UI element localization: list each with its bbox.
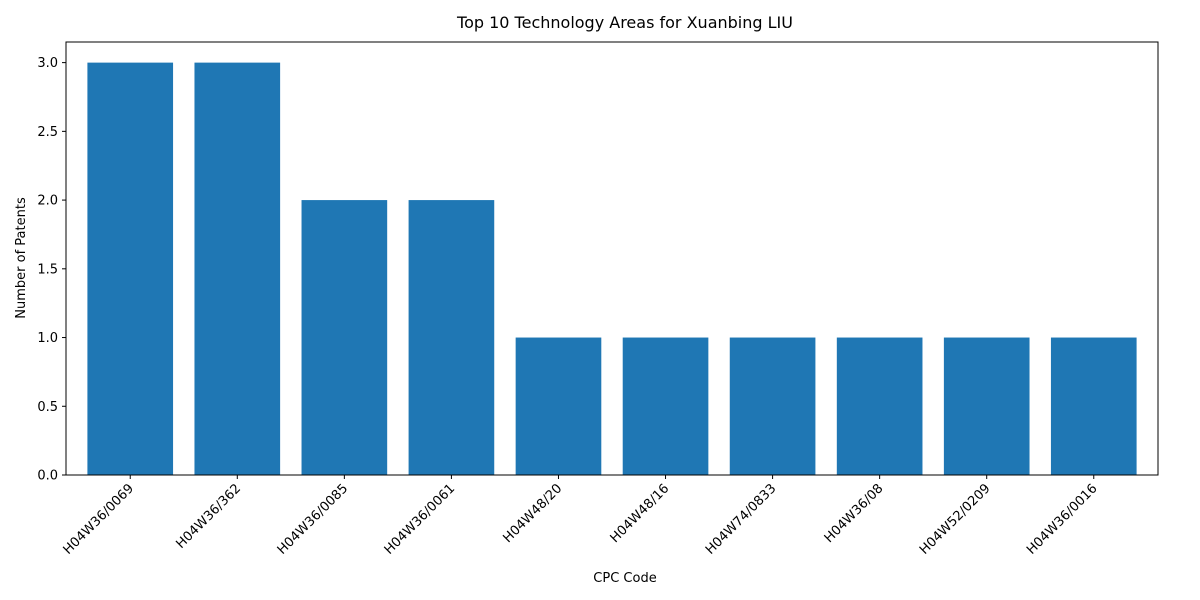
y-tick-label: 1.0: [37, 331, 58, 346]
x-axis-label: CPC Code: [593, 571, 656, 586]
x-tick-label: H04W36/0069: [61, 481, 138, 558]
x-tick-label: H04W74/0833: [703, 481, 780, 558]
y-tick-label: 3.0: [37, 56, 58, 71]
bar-H04W74/0833: [730, 338, 816, 475]
bar-H04W48/20: [516, 338, 602, 475]
x-tick-label: H04W36/0061: [382, 481, 459, 558]
y-axis: 0.0 0.5 1.0 1.5 2.0 2.5 3.0: [37, 56, 66, 483]
x-tick-label: H04W36/0085: [275, 481, 352, 558]
y-tick-label: 0.5: [37, 400, 58, 415]
chart-title: Top 10 Technology Areas for Xuanbing LIU: [456, 13, 793, 32]
y-tick-label: 2.5: [37, 125, 58, 140]
x-tick-label: H04W48/20: [500, 481, 565, 546]
y-tick-label: 0.0: [37, 469, 58, 484]
x-tick-label: H04W36/08: [822, 481, 887, 546]
bar-H04W36/0016: [1051, 338, 1137, 475]
x-tick-label: H04W52/0209: [917, 481, 994, 558]
bar-H04W52/0209: [944, 338, 1030, 475]
y-tick-label: 1.5: [37, 262, 58, 277]
bar-H04W36/0085: [302, 200, 388, 475]
bar-H04W36/0061: [409, 200, 495, 475]
x-axis: H04W36/0069 H04W36/362 H04W36/0085 H04W36/0…: [61, 475, 1101, 558]
y-axis-label: Number of Patents: [14, 197, 29, 319]
x-tick-label: H04W36/362: [173, 481, 244, 552]
bar-H04W36/0069: [87, 63, 173, 475]
x-tick-label: H04W36/0016: [1024, 481, 1101, 558]
bars-group: [87, 63, 1136, 475]
bar-H04W48/16: [623, 338, 709, 475]
x-tick-label: H04W48/16: [608, 481, 673, 546]
bar-H04W36/362: [194, 63, 280, 475]
y-tick-label: 2.0: [37, 194, 58, 209]
bar-H04W36/08: [837, 338, 923, 475]
